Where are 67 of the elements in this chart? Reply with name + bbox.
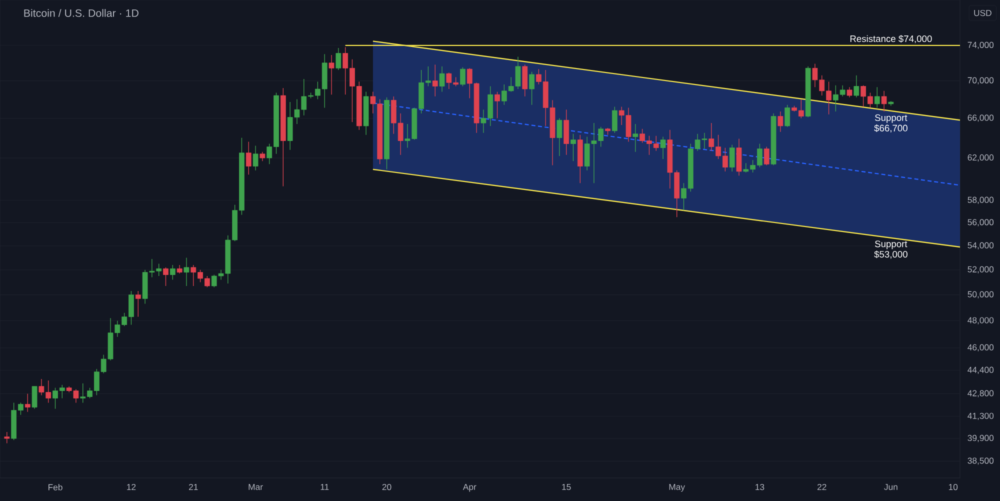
- x-tick-label: Jun: [884, 484, 898, 490]
- candlestick: [784, 104, 790, 128]
- candlestick: [260, 152, 266, 162]
- y-tick-label: 44,400: [968, 366, 994, 374]
- y-tick-label: 74,000: [968, 42, 994, 49]
- candlestick: [32, 386, 38, 410]
- candlestick: [494, 91, 500, 119]
- x-tick-label: Feb: [48, 484, 62, 490]
- candlestick: [660, 136, 666, 160]
- candlestick: [439, 66, 445, 92]
- x-tick-label: 12: [127, 484, 136, 490]
- y-tick-label: 39,900: [968, 434, 994, 442]
- y-axis-title: USD: [974, 10, 992, 16]
- x-tick-label: 21: [189, 484, 198, 490]
- y-tick-label: 58,000: [968, 196, 994, 204]
- x-tick-label: Apr: [462, 484, 476, 492]
- candlestick: [170, 264, 176, 280]
- y-tick-label: 48,000: [968, 317, 994, 324]
- candlestick: [729, 144, 735, 172]
- y-tick-label: 54,000: [968, 242, 994, 250]
- candlestick: [564, 109, 570, 156]
- y-tick-label: 38,500: [968, 458, 994, 465]
- candlestick: [328, 54, 334, 95]
- y-tick-label: 52,000: [968, 266, 994, 274]
- candlestick: [24, 393, 30, 412]
- text: Bitcoin / U.S. Dollar · 1D: [24, 9, 138, 17]
- candlestick: [632, 124, 638, 152]
- candlestick: [246, 141, 252, 175]
- candlestick: [432, 64, 438, 97]
- x-tick-label: May: [669, 484, 685, 492]
- y-tick-label: 41,300: [968, 412, 994, 420]
- x-tick-label: 10: [948, 484, 958, 490]
- x-tick-label: 22: [817, 484, 826, 490]
- candlestick: [135, 290, 141, 318]
- candlestick: [874, 86, 880, 108]
- annotation: Support $53,000: [874, 240, 908, 259]
- annotation: Support $66,700: [874, 114, 908, 133]
- candlestick: [846, 86, 852, 98]
- candlestick: [778, 111, 784, 132]
- candlestick: [336, 48, 342, 70]
- y-tick-label: 56,000: [968, 219, 994, 226]
- y-tick-label: 62,000: [968, 154, 994, 162]
- annotation: Resistance $74,000: [850, 35, 932, 44]
- x-tick-label: 13: [756, 484, 764, 490]
- x-tick-label: 20: [382, 484, 392, 490]
- candlestick: [736, 138, 742, 176]
- y-tick-label: 42,800: [968, 390, 994, 398]
- candlestick: [522, 64, 528, 97]
- y-tick-label: 70,000: [968, 77, 994, 84]
- candlestick: [556, 118, 562, 156]
- candlestick: [163, 267, 168, 286]
- candlestick: [529, 71, 534, 106]
- candlestick: [881, 90, 887, 112]
- x-tick-label: Mar: [248, 484, 263, 490]
- x-tick-label: 15: [562, 484, 571, 490]
- candlestick: [460, 66, 466, 87]
- candlestick: [612, 106, 618, 134]
- x-tick-label: 11: [320, 484, 329, 490]
- y-tick-label: 66,000: [968, 114, 994, 122]
- candlestick: [252, 145, 258, 171]
- candlestick: [764, 146, 770, 166]
- y-tick-label: 50,000: [968, 291, 994, 298]
- candlestick: [854, 75, 860, 98]
- y-tick-label: 46,000: [968, 344, 994, 352]
- candlestick: [4, 432, 10, 444]
- candlestick: [570, 134, 576, 162]
- candlestick: [184, 257, 190, 286]
